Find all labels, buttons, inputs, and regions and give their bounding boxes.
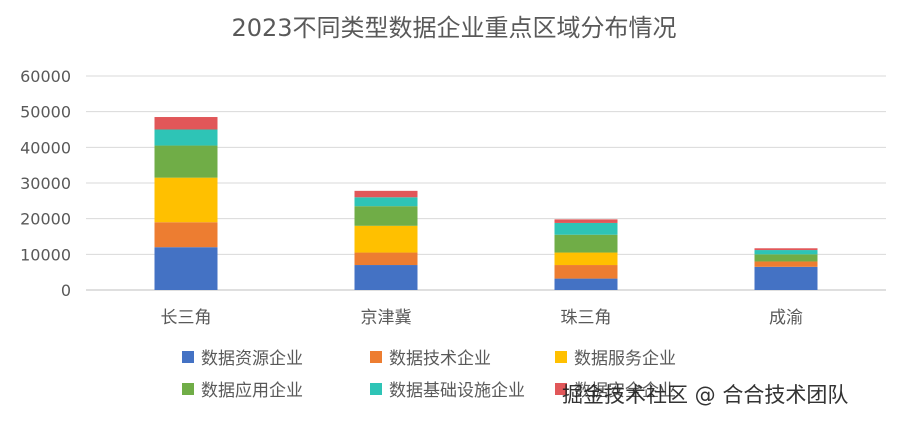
- legend-label: 数据基础设施企业: [389, 381, 525, 401]
- chart-title: 2023不同类型数据企业重点区域分布情况: [231, 14, 676, 42]
- x-tick-label: 京津冀: [361, 308, 412, 328]
- y-axis: 0 10000 20000 30000 40000 50000 60000: [20, 67, 71, 300]
- bar-segment: [554, 219, 618, 223]
- y-tick-label: 0: [61, 281, 71, 300]
- bar-segment: [354, 225, 418, 253]
- y-tick-label: 50000: [20, 103, 71, 122]
- bar-segment: [154, 247, 218, 290]
- bar-segment: [554, 234, 618, 253]
- bar-segment: [554, 278, 618, 290]
- bar-segment: [354, 190, 418, 198]
- legend-swatch: [370, 383, 382, 395]
- bar-segment: [354, 265, 418, 290]
- x-axis: 长三角 京津冀 珠三角 成渝: [161, 308, 804, 328]
- bar-segment: [154, 129, 218, 146]
- legend-label: 数据安全企业: [574, 381, 676, 401]
- watermark: 掘金技术社区 @ 合合技术团队: [562, 383, 848, 407]
- bar-segment: [354, 206, 418, 226]
- bar-segment: [754, 248, 818, 251]
- y-tick-label: 40000: [20, 138, 71, 157]
- legend-swatch: [555, 383, 567, 395]
- bar-segment: [354, 197, 418, 207]
- legend-label: 数据应用企业: [201, 381, 303, 401]
- bars: [154, 117, 818, 290]
- legend-label: 数据资源企业: [201, 349, 303, 369]
- bar-segment: [754, 266, 818, 290]
- bar-segment: [754, 250, 818, 255]
- legend-swatch: [182, 351, 194, 363]
- bar-segment: [554, 222, 618, 235]
- legend-swatch: [370, 351, 382, 363]
- bar-segment: [154, 177, 218, 223]
- legend-label: 数据技术企业: [389, 349, 491, 369]
- y-tick-label: 10000: [20, 245, 71, 264]
- y-tick-label: 30000: [20, 174, 71, 193]
- x-tick-label: 珠三角: [561, 308, 612, 328]
- x-tick-label: 长三角: [161, 308, 212, 328]
- legend-swatch: [182, 383, 194, 395]
- y-tick-label: 60000: [20, 67, 71, 86]
- bar-segment: [554, 265, 618, 279]
- y-tick-label: 20000: [20, 210, 71, 229]
- bar-segment: [154, 222, 218, 248]
- bar-segment: [354, 252, 418, 266]
- x-tick-label: 成渝: [769, 308, 803, 328]
- legend-swatch: [555, 351, 567, 363]
- bar-segment: [154, 145, 218, 178]
- bar-segment: [754, 261, 818, 267]
- legend-label: 数据服务企业: [574, 349, 676, 369]
- gridlines: [86, 75, 886, 291]
- bar-segment: [554, 252, 618, 266]
- bar-segment: [154, 117, 218, 130]
- bar-segment: [754, 254, 818, 262]
